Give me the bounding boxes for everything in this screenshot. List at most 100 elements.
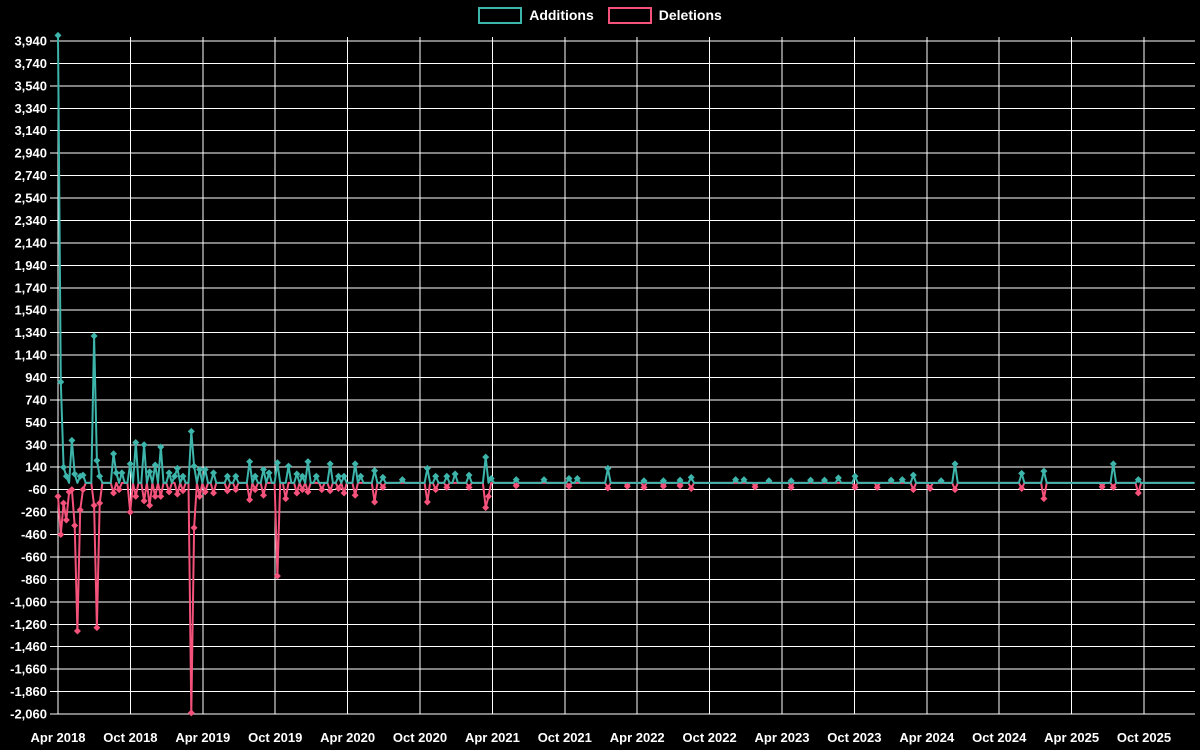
additions-data-point[interactable] — [573, 474, 581, 482]
additions-data-point[interactable] — [432, 472, 440, 480]
additions-data-point[interactable] — [887, 476, 895, 484]
additions-data-point[interactable] — [71, 470, 79, 478]
deletions-data-point[interactable] — [926, 485, 934, 493]
additions-data-point[interactable] — [1040, 467, 1048, 475]
additions-data-point[interactable] — [443, 472, 451, 480]
additions-data-point[interactable] — [898, 476, 906, 484]
additions-data-point[interactable] — [909, 471, 917, 479]
deletions-data-point[interactable] — [146, 501, 154, 509]
deletions-data-point[interactable] — [60, 499, 68, 507]
additions-data-point[interactable] — [132, 439, 140, 447]
additions-data-point[interactable] — [304, 458, 312, 466]
additions-data-point[interactable] — [126, 460, 134, 468]
additions-data-point[interactable] — [834, 474, 842, 482]
additions-data-point[interactable] — [851, 472, 859, 480]
deletions-data-point[interactable] — [132, 492, 140, 500]
deletions-data-point[interactable] — [482, 504, 490, 512]
deletions-data-point[interactable] — [157, 492, 165, 500]
additions-data-point[interactable] — [157, 443, 165, 451]
deletions-data-point[interactable] — [210, 489, 218, 497]
deletions-data-point[interactable] — [232, 486, 240, 494]
additions-data-point[interactable] — [326, 460, 334, 468]
deletions-data-point[interactable] — [1018, 485, 1026, 493]
deletions-data-point[interactable] — [873, 483, 881, 491]
deletions-data-point[interactable] — [443, 483, 451, 491]
deletions-data-point[interactable] — [676, 482, 684, 490]
additions-data-point[interactable] — [173, 464, 181, 472]
deletions-data-point[interactable] — [909, 486, 917, 494]
deletions-data-point[interactable] — [251, 486, 259, 494]
additions-data-point[interactable] — [820, 476, 828, 484]
additions-data-point[interactable] — [1018, 469, 1026, 477]
deletions-data-point[interactable] — [71, 522, 79, 530]
deletions-data-point[interactable] — [293, 489, 301, 497]
additions-data-point[interactable] — [265, 469, 273, 477]
additions-data-point[interactable] — [112, 469, 120, 477]
additions-data-point[interactable] — [260, 465, 268, 473]
deletions-data-point[interactable] — [1040, 495, 1048, 503]
additions-data-point[interactable] — [140, 441, 148, 449]
deletions-data-point[interactable] — [93, 624, 101, 632]
additions-data-point[interactable] — [285, 462, 293, 470]
additions-data-point[interactable] — [1109, 460, 1117, 468]
deletions-data-point[interactable] — [190, 524, 198, 532]
additions-data-point[interactable] — [676, 476, 684, 484]
additions-data-point[interactable] — [951, 460, 959, 468]
additions-data-point[interactable] — [210, 469, 218, 477]
additions-data-point[interactable] — [251, 472, 259, 480]
additions-data-point[interactable] — [423, 464, 431, 472]
additions-data-point[interactable] — [57, 378, 65, 386]
deletions-data-point[interactable] — [1109, 483, 1117, 491]
additions-data-point[interactable] — [273, 459, 281, 467]
deletions-data-point[interactable] — [196, 492, 204, 500]
deletions-data-point[interactable] — [73, 627, 81, 635]
deletions-data-point[interactable] — [379, 483, 387, 491]
deletions-data-point[interactable] — [787, 483, 795, 491]
additions-data-point[interactable] — [179, 472, 187, 480]
additions-data-point[interactable] — [465, 471, 473, 479]
deletions-data-point[interactable] — [687, 485, 695, 493]
deletions-data-point[interactable] — [423, 498, 431, 506]
additions-data-point[interactable] — [687, 473, 695, 481]
deletions-data-point[interactable] — [604, 484, 612, 492]
additions-data-point[interactable] — [765, 477, 773, 485]
deletions-data-point[interactable] — [273, 572, 281, 580]
deletions-data-point[interactable] — [126, 508, 134, 516]
additions-data-point[interactable] — [60, 463, 68, 471]
deletions-data-point[interactable] — [151, 492, 159, 500]
additions-data-point[interactable] — [398, 476, 406, 484]
additions-data-point[interactable] — [151, 461, 159, 469]
additions-data-point[interactable] — [54, 31, 62, 39]
deletions-data-point[interactable] — [512, 482, 520, 490]
deletions-data-point[interactable] — [640, 483, 648, 491]
additions-data-point[interactable] — [937, 477, 945, 485]
deletions-data-point[interactable] — [62, 516, 70, 524]
additions-data-point[interactable] — [146, 468, 154, 476]
additions-data-point[interactable] — [482, 453, 490, 461]
deletions-data-point[interactable] — [432, 486, 440, 494]
deletions-data-point[interactable] — [115, 486, 123, 494]
deletions-data-point[interactable] — [951, 486, 959, 494]
additions-data-point[interactable] — [732, 476, 740, 484]
additions-data-point[interactable] — [807, 476, 815, 484]
deletions-data-point[interactable] — [54, 492, 62, 500]
additions-data-point[interactable] — [351, 460, 359, 468]
deletions-data-point[interactable] — [484, 492, 492, 500]
deletions-data-point[interactable] — [76, 506, 84, 514]
additions-data-point[interactable] — [90, 332, 98, 340]
deletions-data-point[interactable] — [326, 487, 334, 495]
additions-data-point[interactable] — [93, 457, 101, 465]
deletions-data-point[interactable] — [465, 483, 473, 491]
deletions-data-point[interactable] — [79, 486, 87, 494]
deletions-data-point[interactable] — [334, 485, 342, 493]
deletions-data-point[interactable] — [96, 499, 104, 507]
additions-data-point[interactable] — [62, 472, 70, 480]
legend-item-additions[interactable]: Additions — [478, 6, 594, 24]
additions-data-point[interactable] — [68, 436, 76, 444]
deletions-data-point[interactable] — [282, 495, 290, 503]
additions-data-point[interactable] — [187, 427, 195, 435]
additions-data-point[interactable] — [196, 465, 204, 473]
legend-item-deletions[interactable]: Deletions — [607, 6, 722, 24]
additions-data-point[interactable] — [165, 469, 173, 477]
